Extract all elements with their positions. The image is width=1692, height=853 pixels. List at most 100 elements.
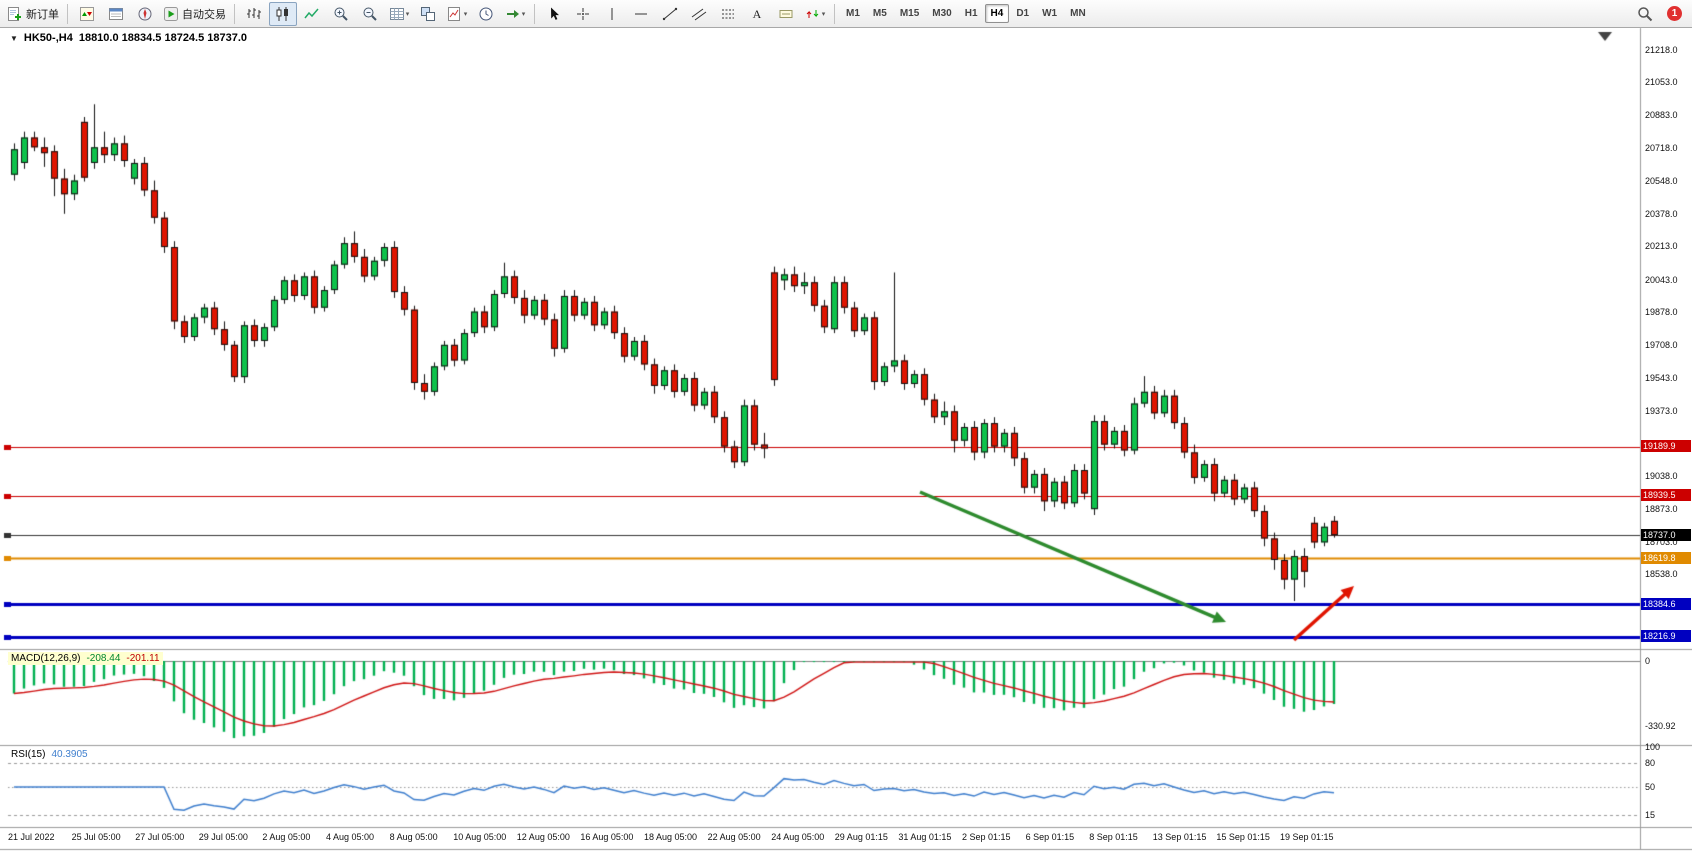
fibo-icon xyxy=(720,6,736,22)
rsi-axis-label: 50 xyxy=(1645,782,1656,792)
autotrade-button[interactable]: 自动交易 xyxy=(160,2,229,26)
cursor-button[interactable] xyxy=(540,2,568,26)
macd-axis-label: -330.92 xyxy=(1645,721,1676,731)
rsi-axis-label: 15 xyxy=(1645,810,1656,820)
one-click-trading-arrow[interactable]: ▼ xyxy=(10,33,18,43)
label-icon xyxy=(778,6,794,22)
new-order-icon xyxy=(7,6,23,22)
grid-button[interactable] xyxy=(385,2,413,26)
new-order-button[interactable]: 新订单 xyxy=(4,2,62,26)
time-axis-label: 16 Aug 05:00 xyxy=(580,832,634,842)
toolbar-separator xyxy=(67,3,68,24)
macd-name: MACD(12,26,9) xyxy=(11,653,81,664)
price-tag: 18619.8 xyxy=(1641,551,1691,564)
shapes-button[interactable] xyxy=(801,2,829,26)
price-axis-label: 19708.0 xyxy=(1645,340,1678,351)
timeframe-m5-button[interactable]: M5 xyxy=(872,8,887,19)
time-axis-label: 8 Aug 05:00 xyxy=(389,832,438,842)
time-axis-label: 29 Aug 01:15 xyxy=(834,832,888,842)
tile-icon xyxy=(420,6,436,22)
horizontal-line-button[interactable] xyxy=(627,2,655,26)
arrows-icon xyxy=(805,6,821,22)
new-chart-button[interactable] xyxy=(443,2,471,26)
timeframe-h4-button[interactable]: H4 xyxy=(984,4,1010,23)
search-button[interactable] xyxy=(1631,2,1659,26)
timeframe-d1-button[interactable]: D1 xyxy=(1016,8,1030,19)
candlestick-chart-button[interactable] xyxy=(269,1,297,26)
rsi-axis-label: 80 xyxy=(1645,758,1656,768)
timeframe-m15-button[interactable]: M15 xyxy=(899,8,920,19)
navigator-icon xyxy=(137,6,153,22)
new-order-button-label: 新订单 xyxy=(26,8,59,21)
crosshair-button[interactable] xyxy=(569,2,597,26)
fibonacci-button[interactable] xyxy=(714,2,742,26)
auto-scroll-button[interactable] xyxy=(472,2,500,26)
macd-indicator-label: MACD(12,26,9) -208.44 -201.11 xyxy=(8,652,163,665)
timeframe-m1-button[interactable]: M1 xyxy=(846,8,860,19)
price-axis-label: 20718.0 xyxy=(1645,142,1678,153)
data-window-icon xyxy=(108,6,124,22)
time-axis-label: 19 Sep 01:15 xyxy=(1280,832,1334,842)
autotrade-button-label: 自动交易 xyxy=(182,8,226,21)
zoom-out-button[interactable] xyxy=(356,2,384,26)
crosshair-icon xyxy=(575,6,591,22)
price-axis[interactable]: 21218.0 21053.0 20883.0 20718.0 20548.0 20378… xyxy=(1640,28,1692,850)
chart-symbol-period: HK50-,H4 xyxy=(23,32,73,44)
price-tag: 18939.5 xyxy=(1641,489,1691,502)
line-chart-button[interactable] xyxy=(298,2,326,26)
price-axis-label: 20378.0 xyxy=(1645,209,1678,220)
chart-ohlc-values: 18810.0 18834.5 18724.5 18737.0 xyxy=(78,32,248,44)
cursor-icon xyxy=(546,6,562,22)
channel-button[interactable] xyxy=(685,2,713,26)
rsi-name: RSI(15) xyxy=(11,749,46,760)
price-tag: 19189.9 xyxy=(1641,440,1691,453)
navigator-button[interactable] xyxy=(131,2,159,26)
toolbar-right: 1 xyxy=(1631,2,1688,26)
macd-signal-value: -201.11 xyxy=(126,653,160,664)
timeframe-w1-button[interactable]: W1 xyxy=(1042,8,1058,19)
chart-ohlc-header: ▼ HK50-,H4 18810.0 18834.5 18724.5 18737… xyxy=(10,32,247,44)
time-axis-label: 25 Jul 05:00 xyxy=(71,832,121,842)
time-axis-label: 2 Aug 05:00 xyxy=(262,832,311,842)
time-axis-label: 10 Aug 05:00 xyxy=(453,832,507,842)
zoom-in-icon xyxy=(333,6,349,22)
trendline-icon xyxy=(662,6,678,22)
svg-text:A: A xyxy=(753,7,762,21)
tile-windows-button[interactable] xyxy=(414,2,442,26)
shift-icon xyxy=(505,6,521,22)
time-axis-label: 13 Sep 01:15 xyxy=(1152,832,1207,842)
label-button[interactable] xyxy=(772,2,800,26)
notification-badge[interactable]: 1 xyxy=(1667,6,1682,21)
timeframe-mn-button[interactable]: MN xyxy=(1070,8,1086,19)
bar-chart-icon xyxy=(246,6,262,22)
vline-icon xyxy=(604,6,620,22)
timeframe-m30-button[interactable]: M30 xyxy=(932,8,952,19)
price-tag: 18216.9 xyxy=(1641,630,1691,643)
time-axis-label: 27 Jul 05:00 xyxy=(135,832,185,842)
zoom-in-button[interactable] xyxy=(327,2,355,26)
data-window-button[interactable] xyxy=(102,2,130,26)
clock-icon xyxy=(478,6,494,22)
timeframe-h1-button[interactable]: H1 xyxy=(964,8,978,19)
time-axis-label: 22 Aug 05:00 xyxy=(707,832,761,842)
market-watch-button[interactable] xyxy=(73,2,101,26)
hline-icon xyxy=(633,6,649,22)
time-axis-label: 31 Aug 01:15 xyxy=(898,832,952,842)
macd-axis-label: 0 xyxy=(1645,656,1651,666)
vertical-line-button[interactable] xyxy=(598,2,626,26)
time-axis[interactable]: 21 Jul 2022 25 Jul 05:00 27 Jul 05:00 29 Ju… xyxy=(0,828,1640,852)
price-axis-label: 19373.0 xyxy=(1645,405,1678,416)
trendline-button[interactable] xyxy=(656,2,684,26)
time-axis-label: 21 Jul 2022 xyxy=(8,832,55,842)
market-watch-icon xyxy=(79,6,95,22)
price-axis-label: 20213.0 xyxy=(1645,241,1678,252)
price-tag: 18384.6 xyxy=(1641,597,1691,610)
time-axis-label: 4 Aug 05:00 xyxy=(326,832,375,842)
toolbar-separator xyxy=(234,3,235,24)
text-button[interactable]: A xyxy=(743,2,771,26)
bar-chart-button[interactable] xyxy=(240,2,268,26)
new-chart-icon xyxy=(447,6,463,22)
chart-shift-button[interactable] xyxy=(501,2,529,26)
